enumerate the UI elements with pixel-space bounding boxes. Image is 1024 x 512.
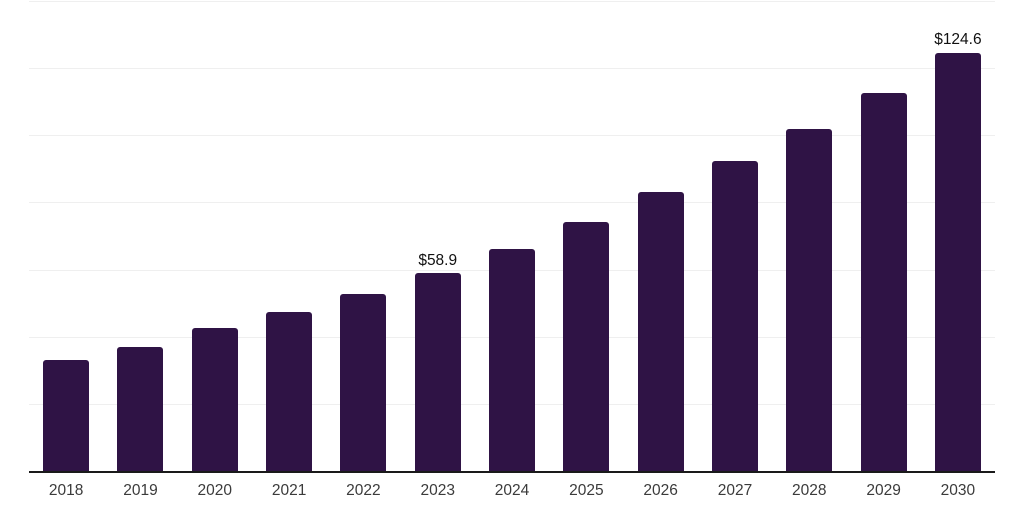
bar-slot-2030: $124.6: [921, 1, 995, 471]
bar-slot-2023: $58.9: [401, 1, 475, 471]
bar-2022: [340, 294, 387, 471]
bar-slot-2029: [846, 1, 920, 471]
bar-slot-2022: [326, 1, 400, 471]
bar-2018: [43, 360, 90, 471]
x-tick-label-2029: 2029: [866, 482, 901, 499]
bar-2023: $58.9: [414, 253, 461, 471]
bar-2029: [860, 92, 907, 471]
bar-2030: $124.6: [934, 32, 982, 471]
x-tick-label-2027: 2027: [717, 482, 753, 499]
bar-value-label-2030: $124.6: [934, 31, 982, 49]
x-tick-label-2021: 2021: [271, 482, 307, 499]
bar-slot-2026: [624, 1, 698, 471]
x-tick-label-2025: 2025: [569, 482, 604, 499]
bar-2021: [266, 312, 313, 471]
bars-container: $58.9 $124.6: [29, 1, 995, 471]
bar-slot-2025: [549, 1, 623, 471]
gridline-140: [29, 1, 995, 2]
bar-slot-2019: [103, 1, 177, 471]
bar-2026: [637, 192, 684, 471]
bar-slot-2027: [698, 1, 772, 471]
bar-slot-2020: [178, 1, 252, 471]
x-tick-label-2022: 2022: [346, 482, 381, 499]
x-axis-labels: 2018 2019 2020 2021 2022 2023 2024 2025 2026 2027…: [29, 481, 995, 501]
bar-2027: [711, 161, 758, 471]
bar-2019: [117, 347, 164, 471]
x-tick-label-2020: 2020: [197, 482, 233, 499]
gridline-80: [29, 202, 995, 204]
x-tick-label-2030: 2030: [940, 482, 976, 499]
x-tick-label-2023: 2023: [420, 482, 455, 499]
x-tick-label-2024: 2024: [494, 482, 530, 499]
x-tick-label-2028: 2028: [792, 482, 827, 499]
gridline-100: [29, 135, 995, 137]
gridline-120: [29, 68, 995, 70]
bar-2028: [786, 128, 833, 471]
bar-slot-2028: [772, 1, 846, 471]
x-tick-label-2026: 2026: [643, 482, 678, 499]
bar-slot-2018: [29, 1, 103, 471]
bar-2024: [489, 248, 536, 471]
bar-2025: [563, 221, 610, 471]
plot-area: $58.9 $124.6: [29, 1, 995, 473]
bar-value-label-2023: $58.9: [418, 251, 458, 269]
bar-slot-2021: [252, 1, 326, 471]
x-tick-label-2018: 2018: [48, 482, 84, 499]
x-tick-label-2019: 2019: [123, 482, 158, 499]
bar-slot-2024: [475, 1, 549, 471]
bar-2020: [191, 328, 238, 471]
